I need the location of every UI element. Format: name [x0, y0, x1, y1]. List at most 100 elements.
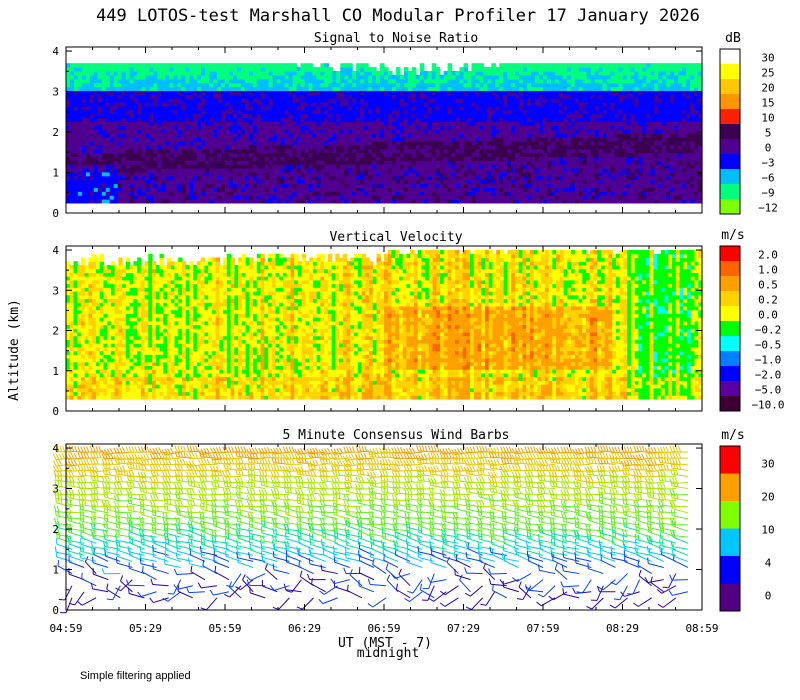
snr-cell	[546, 121, 552, 126]
snr-cell	[284, 156, 290, 161]
snr-cell	[590, 164, 596, 169]
snr-cell	[614, 86, 620, 91]
snr-cell	[348, 183, 353, 188]
snr-cell	[217, 125, 222, 130]
snr-cell	[324, 195, 329, 200]
snr-cell	[165, 105, 170, 111]
snr-cell	[423, 101, 429, 107]
snr-cell	[137, 74, 143, 80]
snr-cell	[562, 179, 568, 185]
snr-cell	[173, 113, 178, 119]
snr-cell	[586, 94, 592, 99]
snr-cell	[459, 82, 465, 88]
snr-cell	[264, 183, 270, 188]
snr-cell	[304, 94, 310, 99]
snr-cell	[149, 105, 155, 111]
snr-cell	[264, 86, 270, 91]
snr-cell	[590, 74, 596, 80]
snr-cell	[232, 167, 238, 173]
snr-cell	[157, 86, 162, 91]
snr-cell	[197, 156, 202, 161]
snr-cell	[296, 156, 302, 161]
snr-cell	[395, 140, 401, 146]
snr-cell	[384, 136, 389, 142]
snr-cell	[153, 98, 159, 103]
snr-cell	[364, 183, 369, 188]
snr-cell	[113, 183, 119, 188]
snr-cell	[399, 148, 405, 154]
snr-cell	[535, 171, 540, 177]
snr-cell	[221, 152, 226, 157]
snr-cell	[181, 105, 186, 111]
snr-cell	[193, 82, 198, 88]
snr-cell	[73, 109, 79, 115]
snr-cell	[554, 160, 560, 165]
snr-cell	[228, 90, 234, 95]
snr-cell	[550, 144, 556, 150]
snr-cell	[225, 98, 230, 103]
snr-cell	[507, 171, 512, 177]
snr-cell	[292, 175, 298, 181]
snr-cell	[161, 152, 166, 157]
snr-cell	[463, 63, 469, 68]
snr-cell	[97, 125, 103, 130]
snr-cell	[348, 90, 353, 95]
snr-cell	[439, 156, 445, 161]
snr-cell	[491, 183, 496, 188]
snr-cell	[439, 125, 445, 130]
snr-cell	[105, 171, 111, 177]
snr-cell	[197, 191, 202, 196]
snr-cell	[292, 98, 298, 103]
snr-cell	[217, 101, 222, 107]
snr-cell	[288, 90, 294, 95]
snr-cell	[503, 121, 508, 126]
snr-cell	[570, 70, 576, 76]
snr-cell	[69, 117, 75, 122]
snr-cell	[101, 74, 107, 80]
snr-cell	[284, 67, 290, 72]
snr-cell	[515, 70, 520, 76]
snr-cell	[395, 82, 401, 88]
snr-cell	[121, 74, 127, 80]
snr-cell	[89, 175, 95, 181]
snr-cell	[117, 136, 123, 142]
snr-cell	[535, 152, 540, 157]
snr-cell	[340, 144, 345, 150]
snr-cell	[491, 121, 496, 126]
snr-cell	[221, 105, 226, 111]
snr-cell	[304, 74, 310, 80]
snr-cell	[435, 94, 441, 99]
snr-cell	[344, 125, 349, 130]
snr-cell	[193, 175, 198, 181]
snr-cell	[348, 63, 353, 68]
snr-cell	[451, 144, 457, 150]
snr-cell	[77, 175, 83, 181]
snr-cell	[423, 148, 429, 154]
snr-cell	[308, 101, 314, 107]
snr-cell	[431, 98, 437, 103]
snr-cell	[308, 148, 314, 154]
snr-cell	[372, 144, 377, 150]
snr-cell	[566, 113, 572, 119]
snr-cell	[197, 144, 202, 150]
snr-cell	[499, 136, 504, 142]
snr-cell	[519, 140, 524, 146]
snr-cell	[598, 86, 604, 91]
snr-cell	[316, 156, 321, 161]
snr-cell	[399, 101, 405, 107]
snr-cell	[228, 105, 234, 111]
snr-cell	[380, 101, 385, 107]
snr-cell	[141, 187, 147, 192]
snr-cell	[129, 82, 135, 88]
snr-cell	[240, 101, 246, 107]
snr-cell	[77, 117, 83, 122]
snr-cell	[205, 117, 210, 122]
snr-cell	[304, 133, 310, 138]
snr-cell	[558, 164, 564, 169]
snr-cell	[574, 136, 580, 142]
snr-cell	[89, 101, 95, 107]
snr-cell	[189, 195, 194, 200]
snr-cell	[531, 98, 536, 103]
snr-cell	[483, 183, 488, 188]
snr-cell	[439, 171, 445, 177]
